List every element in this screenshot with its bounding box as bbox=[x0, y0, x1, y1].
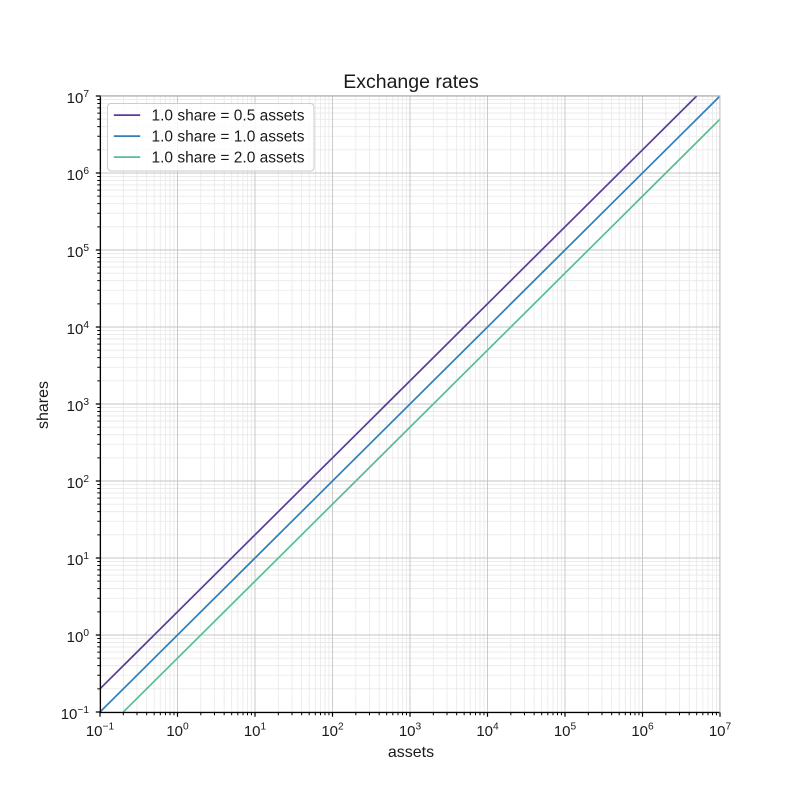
svg-text:1.0 share = 1.0 assets: 1.0 share = 1.0 assets bbox=[152, 129, 305, 146]
svg-text:1.0 share = 0.5 assets: 1.0 share = 0.5 assets bbox=[152, 108, 305, 125]
svg-text:Exchange rates: Exchange rates bbox=[343, 71, 479, 93]
svg-text:assets: assets bbox=[388, 744, 434, 761]
svg-text:shares: shares bbox=[35, 381, 52, 429]
svg-text:1.0 share = 2.0 assets: 1.0 share = 2.0 assets bbox=[152, 150, 305, 167]
